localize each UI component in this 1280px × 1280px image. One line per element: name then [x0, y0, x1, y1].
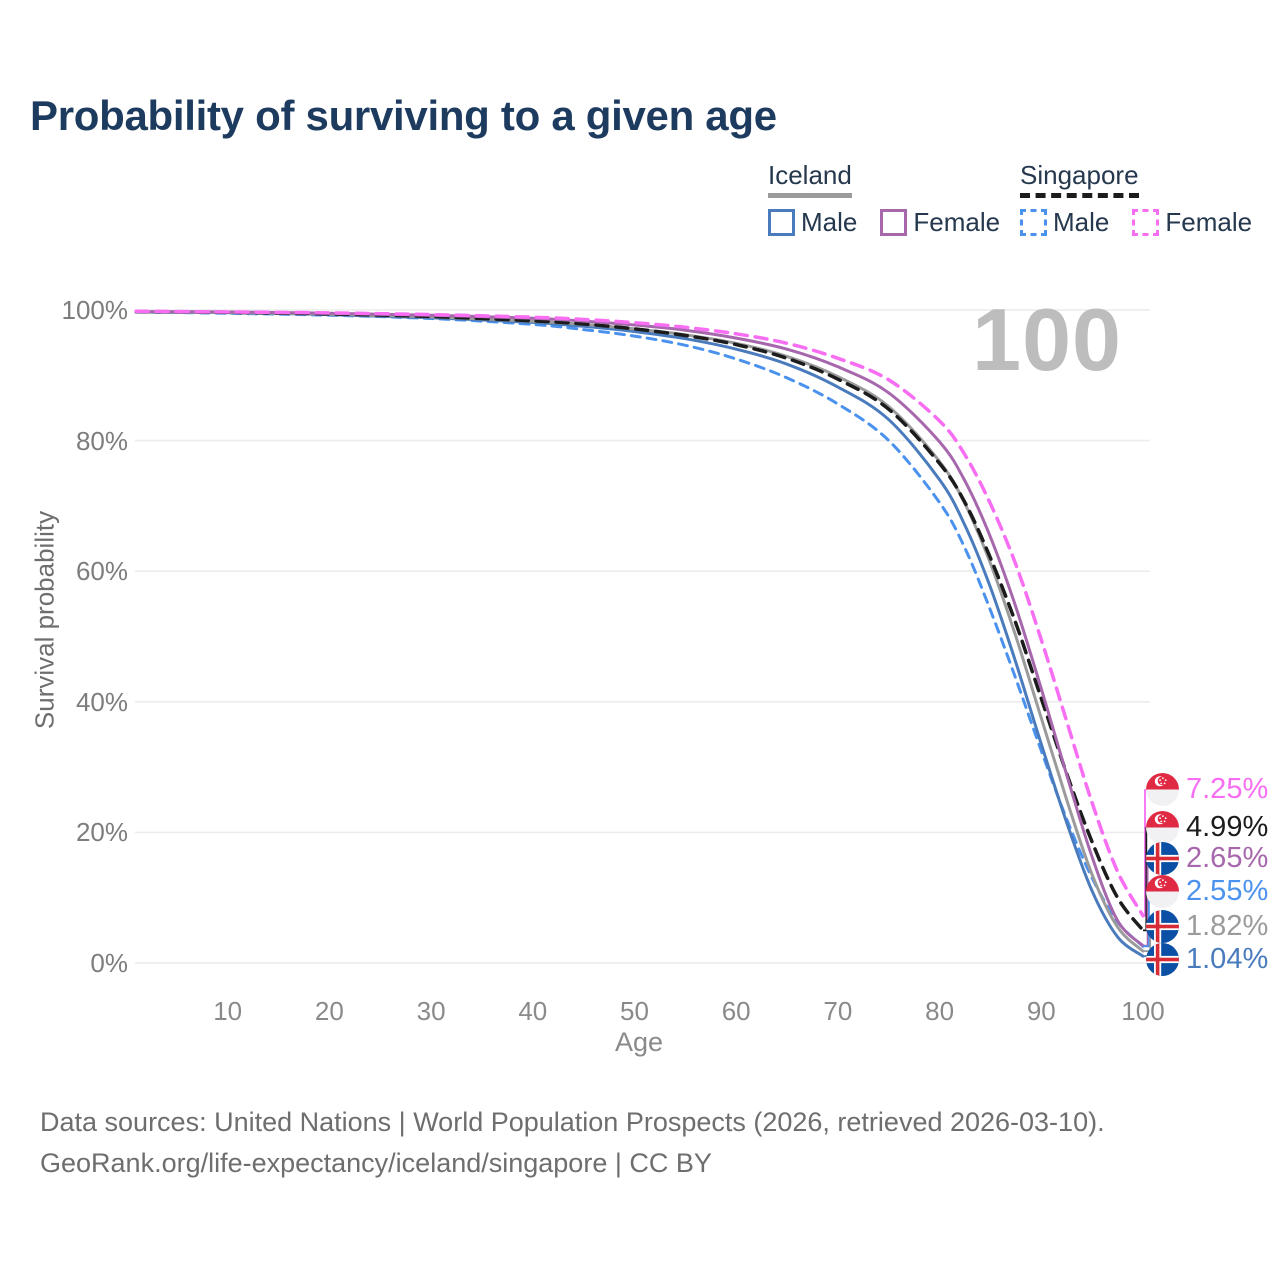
y-tick-label: 60% [75, 556, 128, 587]
x-axis-title: Age [614, 1027, 664, 1057]
singapore-flag-icon [1146, 773, 1179, 806]
legend-item-singapore-male[interactable]: Male [1020, 207, 1109, 238]
end-label-value: 7.25% [1186, 773, 1269, 805]
curve-iceland-both [134, 310, 1145, 953]
x-tick-label: 80 [925, 996, 955, 1026]
curve-singapore-male [134, 310, 1145, 948]
end-label-value: 4.99% [1186, 811, 1269, 843]
age-watermark: 100 [972, 290, 1122, 389]
y-tick-label: 0% [90, 948, 128, 978]
x-tick-label: 60 [721, 996, 751, 1026]
x-tick-label: 100 [1121, 996, 1165, 1026]
legend-item-iceland-female[interactable]: Female [880, 207, 1000, 238]
legend-title-iceland[interactable]: Iceland [768, 160, 852, 198]
legend-item-singapore-female[interactable]: Female [1132, 207, 1252, 238]
legend-title-singapore[interactable]: Singapore [1020, 160, 1139, 198]
data-sources-line1: Data sources: United Nations | World Pop… [40, 1107, 1105, 1137]
x-tick-label: 90 [1026, 996, 1056, 1026]
y-tick-label: 20% [75, 817, 128, 848]
curve-singapore-female [134, 309, 1145, 918]
data-sources-line2: GeoRank.org/life-expectancy/iceland/sing… [40, 1148, 712, 1178]
legend-group-iceland: Iceland Male Female [768, 160, 1000, 238]
x-tick-label: 40 [518, 996, 548, 1026]
y-tick-label: 80% [75, 425, 128, 456]
iceland-flag-icon [1146, 943, 1179, 976]
x-tick-label: 30 [416, 996, 446, 1026]
y-tick-label: 40% [75, 686, 128, 717]
iceland-flag-icon [1146, 842, 1179, 875]
curve-iceland-male [134, 310, 1145, 958]
legend-item-iceland-male[interactable]: Male [768, 207, 857, 238]
singapore-female-swatch-icon [1132, 209, 1160, 236]
end-label-7.25%: 7.25% [1146, 773, 1268, 806]
end-label-value: 2.55% [1186, 875, 1269, 907]
x-tick-label: 70 [823, 996, 853, 1026]
legend-label-iceland-female: Female [913, 207, 1001, 237]
singapore-male-swatch-icon [1020, 209, 1047, 236]
x-tick-label: 50 [620, 996, 649, 1026]
x-tick-label: 10 [213, 996, 243, 1026]
x-tick-label: 20 [314, 996, 344, 1026]
end-label-value: 1.04% [1186, 943, 1269, 975]
legend-label-iceland-male: Male [801, 207, 858, 237]
end-label-1.04%: 1.04% [1146, 943, 1268, 976]
legend-label-singapore-female: Female [1165, 207, 1253, 237]
legend-group-singapore: Singapore Male Female [1020, 160, 1252, 238]
chart-title: Probability of surviving to a given age [30, 92, 777, 139]
singapore-flag-icon [1146, 811, 1179, 844]
curve-singapore-both [134, 309, 1145, 933]
legend-label-singapore-male: Male [1053, 207, 1110, 237]
iceland-female-swatch-icon [880, 209, 908, 236]
end-label-1.82%: 1.82% [1146, 910, 1268, 943]
y-tick-label: 100% [61, 295, 129, 325]
end-label-2.65%: 2.65% [1146, 842, 1268, 875]
data-sources: Data sources: United Nations | World Pop… [40, 1102, 1105, 1184]
iceland-male-swatch-icon [768, 209, 795, 236]
curve-iceland-female [134, 310, 1145, 948]
end-label-value: 2.65% [1186, 842, 1269, 874]
end-label-value: 1.82% [1186, 910, 1269, 942]
end-label-4.99%: 4.99% [1146, 811, 1268, 844]
end-label-2.55%: 2.55% [1146, 875, 1268, 908]
singapore-flag-icon [1146, 875, 1179, 908]
iceland-flag-icon [1146, 910, 1179, 943]
